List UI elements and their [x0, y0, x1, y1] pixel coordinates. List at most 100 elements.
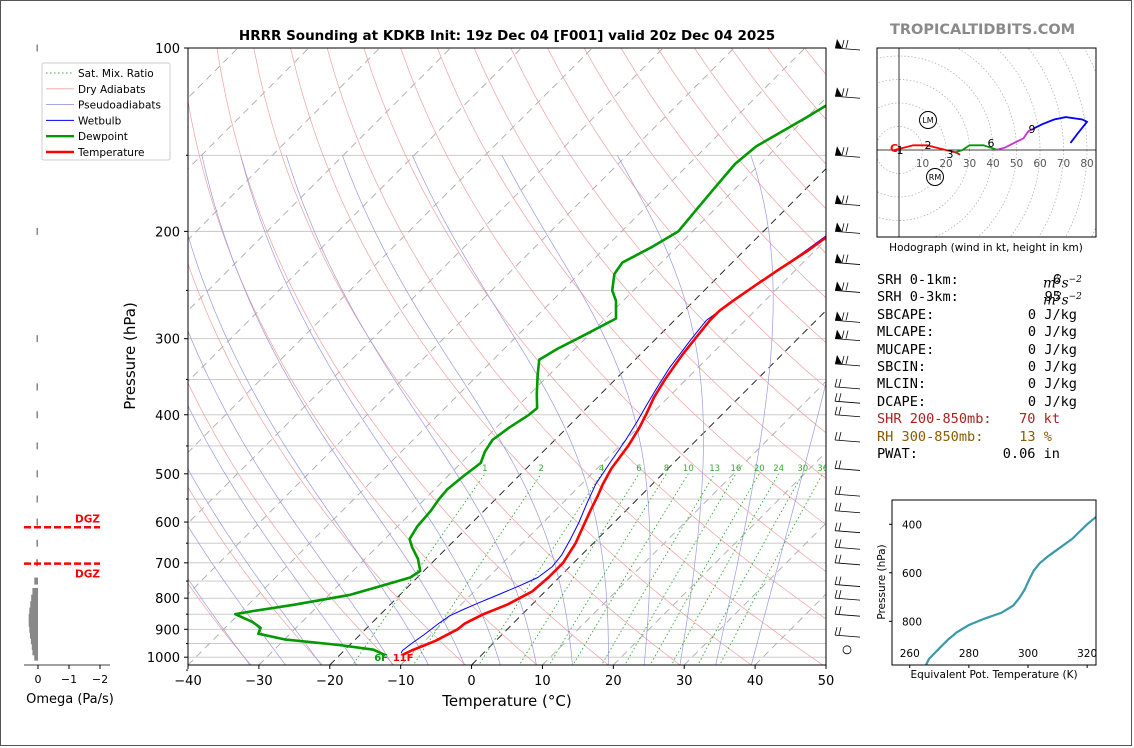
- wind-barb-flag: [835, 194, 842, 204]
- param-rh: RH 300-850mb: 13 %: [877, 428, 1052, 445]
- hodograph-height-label: 3: [947, 148, 954, 161]
- hodograph-ring-label: 40: [986, 158, 999, 170]
- mixing-ratio-line: [518, 473, 640, 665]
- series-wetbulb: [400, 235, 826, 654]
- legend-label: Dry Adiabats: [78, 84, 146, 96]
- wind-barb-shaft: [834, 634, 861, 638]
- omega-tick-label: −1: [61, 673, 77, 686]
- omega-bar: [31, 594, 38, 602]
- hodograph-ring-label: 80: [1080, 158, 1093, 170]
- wind-barb-feather: [838, 522, 842, 531]
- wind-barb-flag: [835, 253, 842, 263]
- wind-barb-feather: [838, 627, 842, 636]
- hodograph-caption: Hodograph (wind in kt, height in km): [889, 242, 1083, 254]
- wind-barb-feather: [838, 590, 842, 599]
- wind-barb-feather: [838, 606, 842, 615]
- wind-barb-shaft: [834, 363, 861, 367]
- x-tick-label: −40: [174, 674, 201, 689]
- wind-barb-feather: [841, 282, 845, 291]
- skewt-legend: Sat. Mix. Ratio Dry Adiabats Pseudoadiabat…: [41, 62, 171, 161]
- mixing-ratio-line: [601, 473, 715, 665]
- omega-bar: [36, 470, 38, 478]
- calm-wind-circle: [842, 645, 852, 655]
- omega-bar: [36, 411, 38, 419]
- wind-barb-feather: [838, 486, 842, 495]
- omega-bar: [28, 613, 38, 621]
- theta-e-y-tick-label: 400: [902, 519, 922, 531]
- dry-adiabat: [473, 48, 826, 479]
- pseudoadiabat: [411, 155, 609, 665]
- mixing-ratio-label: 24: [773, 464, 784, 474]
- wind-barb-feather: [841, 355, 845, 364]
- x-tick-label: 50: [818, 674, 835, 689]
- omega-xlabel: Omega (Pa/s): [26, 692, 114, 707]
- theta-e-axes: 260 280 300 320 400 600 800: [889, 519, 1097, 668]
- wind-barb-feather: [841, 254, 845, 263]
- theta-e-y-tick-label: 600: [902, 568, 922, 580]
- wind-barb-shaft: [834, 290, 861, 293]
- pseudoadiabat: [240, 155, 501, 665]
- skewt-profiles: [234, 104, 826, 657]
- wind-barb-shaft: [834, 546, 861, 550]
- pseudoadiabat: [201, 155, 465, 665]
- mixing-ratio-line: [572, 473, 689, 665]
- legend-label: Dewpoint: [78, 131, 128, 143]
- storm-motion-label: RM: [929, 173, 942, 182]
- omega-bar: [29, 607, 38, 615]
- hodograph-ring-label: 30: [963, 158, 976, 170]
- mixing-ratio-label: 13: [709, 464, 720, 474]
- dry-adiabat: [188, 583, 252, 665]
- wind-barb-feather: [834, 378, 838, 387]
- param-mucape: MUCAPE: 0 J/kg: [877, 341, 1077, 358]
- isotherm: [188, 48, 735, 595]
- storm-motion-marker: [926, 168, 944, 186]
- y-tick-label: 200: [155, 225, 180, 240]
- wind-barb-feather: [845, 355, 849, 364]
- omega-tick-label: 0: [35, 673, 42, 686]
- param-shr: SHR 200-850mb: 70 kt: [877, 411, 1060, 428]
- x-tick-label: 20: [605, 674, 622, 689]
- mixing-ratio-label: 1: [482, 464, 487, 474]
- dry-adiabat: [188, 382, 395, 665]
- hodograph-height-label: 6: [988, 137, 995, 150]
- theta-e-x-tick-label: 320: [1077, 648, 1097, 660]
- brand-label: TROPICALTIDBITS.COM: [890, 22, 1076, 38]
- hodograph-trace: 1 2 3 6 9 C LM RM: [890, 111, 1089, 186]
- theta-e-line: [925, 516, 1096, 665]
- theta-e-xlabel: Equivalent Pot. Temperature (K): [910, 669, 1077, 681]
- dry-adiabat: [216, 48, 609, 665]
- wind-barb-feather: [838, 406, 842, 415]
- dry-adiabat: [583, 48, 826, 344]
- mixing-ratio-line: [624, 473, 737, 665]
- mixing-ratio-label: 4: [599, 464, 604, 474]
- mixing-ratio-line: [478, 473, 602, 665]
- wind-barb-feather: [838, 539, 842, 548]
- wind-barb-feather: [834, 460, 838, 469]
- wind-barb-feather: [841, 147, 845, 156]
- param-dcape: DCAPE: 0 J/kg: [877, 393, 1077, 410]
- mixing-ratio-line: [697, 473, 804, 665]
- dry-adiabat: [188, 262, 467, 665]
- wind-barb-feather: [834, 606, 838, 615]
- omega-bar: [36, 442, 38, 450]
- pseudoadiabat: [751, 381, 826, 665]
- wind-barb-feather: [845, 39, 849, 49]
- y-tick-label: 300: [155, 333, 180, 348]
- legend-label: Sat. Mix. Ratio: [78, 68, 154, 80]
- pseudoadiabat: [501, 155, 651, 665]
- theta-e-x-tick-label: 280: [959, 648, 979, 660]
- x-tick-label: 10: [534, 674, 551, 689]
- isotherm: [683, 522, 826, 665]
- theta-e-y-tick-label: 800: [902, 616, 922, 628]
- y-tick-label: 900: [155, 623, 180, 638]
- omega-bar: [29, 625, 38, 633]
- hodograph-ring-label: 10: [916, 158, 929, 170]
- chart-title: HRRR Sounding at KDKB Init: 19z Dec 04 […: [239, 28, 775, 44]
- param-mlcin: MLCIN: 0 J/kg: [877, 376, 1077, 393]
- hodograph-ring-label: 60: [1033, 158, 1046, 170]
- wind-barb-feather: [834, 576, 838, 585]
- wind-barb-feather: [845, 195, 849, 204]
- param-srh01: SRH 0-1km: 6 m2s−2: [877, 272, 1082, 292]
